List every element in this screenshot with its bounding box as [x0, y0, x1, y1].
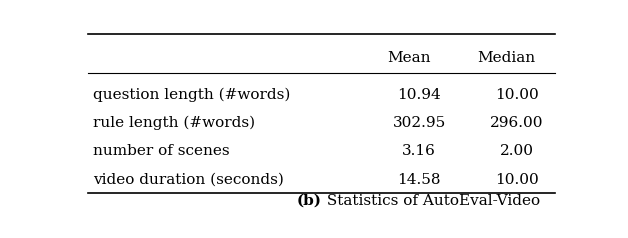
Text: 10.00: 10.00	[495, 88, 538, 102]
Text: number of scenes: number of scenes	[93, 144, 230, 158]
Text: 296.00: 296.00	[490, 116, 543, 130]
Text: Median: Median	[478, 51, 536, 65]
Text: 10.00: 10.00	[495, 173, 538, 187]
Text: 14.58: 14.58	[398, 173, 441, 187]
Text: question length (#words): question length (#words)	[93, 87, 291, 102]
Text: rule length (#words): rule length (#words)	[93, 116, 255, 130]
Text: (b): (b)	[297, 194, 322, 208]
Text: 3.16: 3.16	[403, 144, 436, 158]
Text: 2.00: 2.00	[499, 144, 534, 158]
Text: Mean: Mean	[387, 51, 431, 65]
Text: video duration (seconds): video duration (seconds)	[93, 173, 284, 187]
Text: 302.95: 302.95	[392, 116, 446, 130]
Text: 10.94: 10.94	[398, 88, 441, 102]
Text: Statistics of AutoEval-Video: Statistics of AutoEval-Video	[322, 194, 540, 208]
